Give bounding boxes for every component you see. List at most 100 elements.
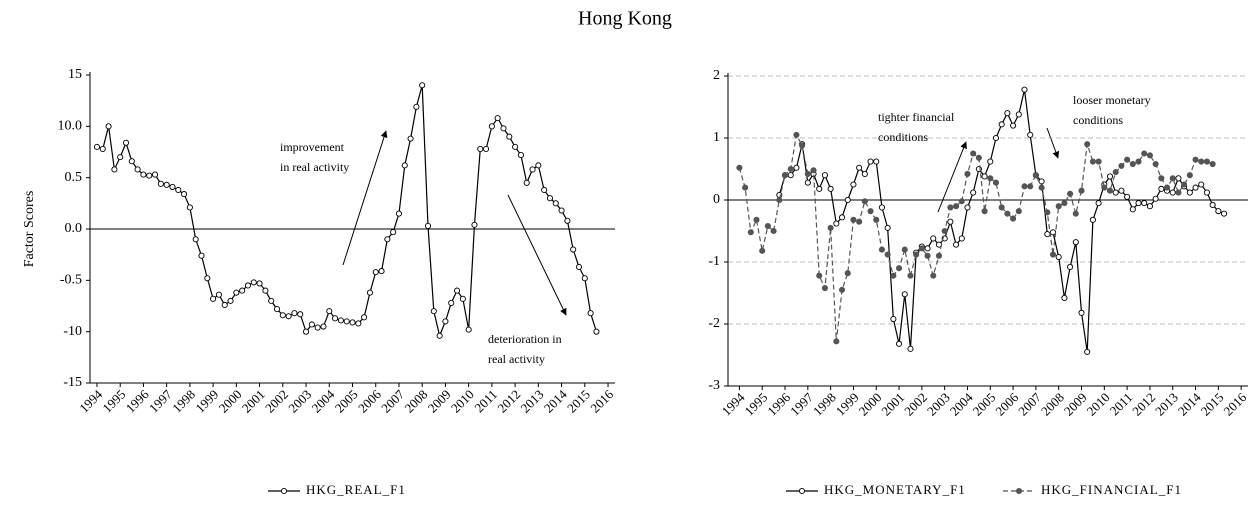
x-tick-label: 2016 <box>1220 389 1249 418</box>
point <box>850 216 857 223</box>
y-tick-label: 2 <box>713 68 720 83</box>
point <box>1198 158 1205 165</box>
point <box>1106 173 1114 180</box>
point <box>407 135 414 142</box>
point <box>1027 131 1034 138</box>
point <box>924 252 931 259</box>
point <box>1095 158 1102 165</box>
point <box>332 315 339 322</box>
point <box>992 179 1000 186</box>
point <box>810 167 817 174</box>
point <box>975 165 982 173</box>
point <box>326 308 333 315</box>
point <box>1049 251 1057 258</box>
point <box>770 227 777 235</box>
point <box>1021 183 1028 190</box>
point <box>268 297 275 304</box>
point <box>198 252 205 259</box>
annotation: deterioration in <box>488 332 562 346</box>
x-tick-label: 1995 <box>99 387 128 416</box>
point <box>1044 209 1051 216</box>
point <box>285 313 292 320</box>
point <box>233 289 240 296</box>
x-tick-label: 1999 <box>833 390 862 419</box>
point <box>570 246 577 253</box>
point <box>210 295 217 302</box>
point <box>736 164 743 171</box>
x-tick-label: 1995 <box>741 390 770 419</box>
x-tick-label: 2004 <box>309 386 338 415</box>
x-tick-label: 2002 <box>262 387 291 416</box>
point <box>181 191 188 198</box>
point <box>896 265 903 272</box>
y-tick-label: -1 <box>708 254 720 269</box>
point <box>105 123 112 130</box>
point <box>992 134 1000 142</box>
point <box>787 165 794 173</box>
point <box>314 324 321 331</box>
point <box>587 310 594 317</box>
point <box>878 246 885 253</box>
series-line <box>738 133 1213 342</box>
point <box>1221 210 1228 217</box>
point <box>517 152 524 159</box>
point <box>215 291 222 298</box>
point <box>1072 239 1079 246</box>
point <box>861 170 868 178</box>
point <box>512 143 519 150</box>
point <box>1146 203 1153 210</box>
point <box>250 279 257 286</box>
x-tick-label: 1996 <box>764 389 793 418</box>
x-tick-label: 1998 <box>169 387 198 416</box>
x-tick-label: 2012 <box>1129 390 1158 419</box>
point <box>308 321 315 328</box>
point <box>378 268 385 275</box>
point <box>93 143 101 150</box>
arrow <box>1046 127 1060 159</box>
point <box>297 311 304 318</box>
point <box>1186 172 1193 179</box>
point <box>1101 184 1108 191</box>
point <box>256 280 263 287</box>
arrow <box>342 130 388 266</box>
point <box>1181 181 1188 188</box>
y-tick-label: -15 <box>63 375 82 390</box>
point <box>1061 200 1068 207</box>
point <box>1198 181 1205 188</box>
point <box>804 170 811 178</box>
point <box>1061 294 1068 302</box>
point <box>1078 187 1085 194</box>
point <box>998 204 1005 211</box>
annotation: tighter financial <box>878 110 955 124</box>
y-tick-label: -2 <box>708 316 720 331</box>
point <box>343 318 350 325</box>
x-tick-label: 1994 <box>719 389 748 418</box>
point <box>500 125 507 132</box>
point <box>935 252 943 259</box>
point <box>1089 158 1096 165</box>
point <box>564 217 571 224</box>
point <box>99 145 106 152</box>
point <box>1118 162 1125 169</box>
x-tick-label: 2013 <box>518 387 547 416</box>
point <box>793 131 800 138</box>
point <box>878 204 885 211</box>
point <box>1106 187 1114 194</box>
x-tick-label: 1999 <box>192 387 221 416</box>
point <box>1072 210 1079 217</box>
point <box>1055 203 1062 210</box>
point <box>907 272 914 279</box>
point <box>1175 189 1182 196</box>
x-tick-label: 2012 <box>494 387 523 416</box>
point <box>987 175 994 182</box>
x-tick-label: 2010 <box>448 387 477 416</box>
x-tick-label: 2004 <box>947 389 976 418</box>
point <box>151 171 159 178</box>
point <box>1192 184 1199 191</box>
point <box>901 246 908 253</box>
y-tick-label: 0 <box>713 192 720 207</box>
point <box>964 170 971 178</box>
point <box>1067 190 1074 197</box>
annotation: real activity <box>488 352 545 366</box>
